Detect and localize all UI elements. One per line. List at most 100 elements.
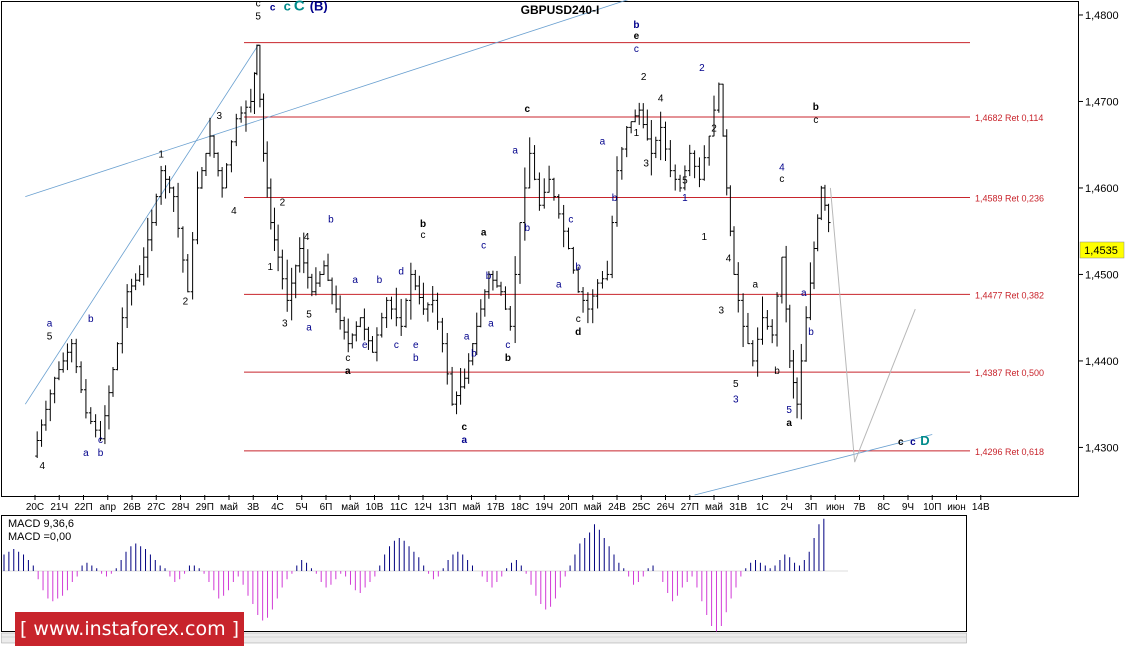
price-bar [702,145,707,181]
y-tick-label: 1,4400 [1085,356,1119,368]
wave-label: 1 [702,232,708,243]
y-axis: 1,4300 1,4400 1,4500 1,4600 1,4700 1,4800 [1078,10,1119,454]
x-tick-label: 26В [123,502,141,513]
price-bar [167,176,172,194]
macd-label-1: MACD 9,36,6 [8,518,74,530]
price-bar [239,106,244,123]
wave-label: a [488,318,494,329]
price-bar [43,400,48,431]
y-tick-label: 1,4800 [1085,10,1119,22]
wave-label: b [524,223,530,234]
price-bar [216,152,221,177]
price-bar [417,275,422,305]
price-bar [576,266,581,293]
price-bar [56,361,61,381]
price-bar [224,163,229,189]
price-bar [93,414,98,438]
price-bar [518,222,522,284]
price-bar [663,121,668,161]
price-bar [52,376,57,404]
wave-label: 2 [280,197,286,208]
price-bar [280,249,285,290]
trendline [24,45,259,405]
price-bar [159,165,164,205]
wave-label: c [910,437,916,448]
price-bar [645,109,650,141]
price-bar [658,111,663,161]
price-bar [176,182,181,238]
price-bar [115,342,120,371]
price-bar [61,352,66,373]
price-bar [338,295,343,330]
wave-label: 3 [718,305,724,316]
projection-line [829,187,916,463]
y-tick-label: 1,4500 [1085,269,1119,281]
wave-label: b [808,327,814,338]
price-bar [804,306,809,362]
wave-label: a [600,137,606,148]
x-tick-label: 29П [196,502,214,513]
instaforex-watermark: [ www.instaforex.com ] [15,612,244,646]
price-bar [537,172,542,211]
price-bar [141,247,146,286]
price-bar [276,224,281,272]
wave-label: b [575,262,581,273]
price-bar [408,262,413,320]
price-bar [571,246,576,274]
price-bars [35,44,831,458]
price-bar [346,318,351,353]
price-bar [321,260,326,275]
price-bar [707,135,712,166]
wave-label: 5 [47,331,53,342]
price-bar [641,103,646,129]
price-bar [605,260,610,281]
x-tick-label: 26Ч [657,502,675,513]
price-bar [522,167,527,241]
wave-label: c [568,215,573,226]
wave-label: e [362,340,368,351]
price-bar [374,327,379,362]
price-bar [79,361,84,394]
price-bar [180,226,185,273]
fib-label: 1,4589 Ret 0,236 [975,193,1044,203]
price-bar [486,271,491,299]
x-tick-label: 31В [729,502,747,513]
wave-label: a [752,279,758,290]
wave-label: a [345,366,351,377]
wave-label: 3 [217,111,223,122]
price-bar [370,336,375,353]
price-bar [542,178,547,209]
price-bar [203,152,208,176]
wave-label: a [512,145,518,156]
price-bar [566,227,571,250]
wave-label: c [898,437,904,448]
wave-label: a [801,288,807,299]
current-price-label: 1,4535 [1084,245,1118,257]
price-bar [474,312,479,356]
wave-label: 5 [682,176,688,187]
wave-label: b [88,314,94,325]
trendline [25,0,629,197]
chart-title: GBPUSD240-I [521,3,600,17]
price-bar [35,431,40,458]
price-bar [330,277,335,305]
price-bar [454,391,459,415]
price-bar [102,405,107,445]
price-bar [508,305,513,331]
macd-histogram [2,518,848,632]
wave-label: 2 [699,63,705,74]
wave-label: a [481,228,487,239]
price-bar [736,262,741,313]
price-bar [362,308,367,341]
price-bar [440,317,445,353]
wave-label: 5 [733,379,739,390]
price-bar [478,299,483,328]
fib-levels: 1,4682 Ret 0,114 1,4589 Ret 0,236 1,4477 R… [244,42,1044,457]
price-bar [149,209,154,252]
wave-label: c [813,115,818,126]
price-bar [366,326,371,350]
wave-label: c [256,0,261,9]
price-bar [503,286,508,310]
price-bar [289,267,294,321]
